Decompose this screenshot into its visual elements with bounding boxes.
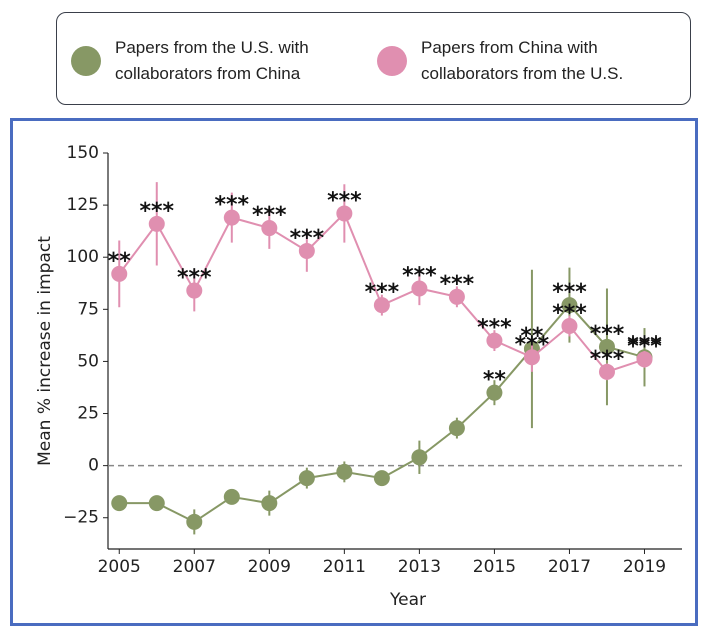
marker <box>148 495 165 512</box>
legend-item: Papers from China with collaborators fro… <box>377 35 661 87</box>
marker <box>111 495 128 512</box>
marker <box>373 297 390 314</box>
x-tick-label: 2009 <box>248 557 291 577</box>
legend-item: Papers from the U.S. with collaborators … <box>71 35 355 87</box>
significance-label: *** <box>252 203 287 228</box>
significance-label: *** <box>290 226 325 251</box>
marker <box>298 470 315 487</box>
y-tick-label: 25 <box>77 404 99 424</box>
x-tick-label: 2019 <box>623 557 666 577</box>
significance-label: *** <box>590 322 625 347</box>
significance-label: *** <box>477 316 512 341</box>
y-tick-label: 100 <box>67 247 99 267</box>
marker <box>448 420 465 437</box>
marker <box>561 297 578 314</box>
significance-label: *** <box>627 332 662 357</box>
significance-label: *** <box>515 332 550 357</box>
marker <box>486 332 503 349</box>
y-axis-label: Mean % increase in impact <box>35 236 55 466</box>
marker <box>223 209 240 226</box>
significance-label: ** <box>108 249 132 274</box>
y-tick-label: 150 <box>67 143 99 163</box>
marker <box>336 205 353 222</box>
marker <box>336 463 353 480</box>
chart-frame <box>10 118 698 626</box>
significance-label: *** <box>402 263 437 288</box>
marker <box>523 349 540 366</box>
marker <box>598 338 615 355</box>
significance-label: *** <box>365 280 400 305</box>
x-tick-label: 2017 <box>548 557 591 577</box>
significance-label: *** <box>440 272 475 297</box>
significance-label: *** <box>327 188 362 213</box>
significance-label: *** <box>590 347 625 372</box>
y-tick-label: 0 <box>88 456 99 476</box>
y-tick-label: 125 <box>67 195 99 215</box>
marker <box>261 495 278 512</box>
legend-marker <box>377 46 407 76</box>
significance-label: *** <box>177 266 212 291</box>
x-tick-label: 2015 <box>473 557 516 577</box>
marker <box>561 317 578 334</box>
marker <box>636 351 653 368</box>
marker <box>186 282 203 299</box>
marker <box>411 280 428 297</box>
significance-label: ** <box>483 368 507 393</box>
x-tick-label: 2011 <box>323 557 366 577</box>
marker <box>448 288 465 305</box>
marker <box>373 470 390 487</box>
marker <box>486 384 503 401</box>
marker <box>261 220 278 237</box>
significance-label: *** <box>215 193 250 218</box>
legend-label: Papers from the U.S. with collaborators … <box>115 38 309 83</box>
significance-label: *** <box>552 280 587 305</box>
y-tick-label: 50 <box>77 351 99 371</box>
marker <box>186 513 203 530</box>
marker <box>298 242 315 259</box>
x-tick-label: 2005 <box>98 557 141 577</box>
significance-label: ** <box>520 324 544 349</box>
x-tick-label: 2013 <box>398 557 441 577</box>
significance-label: *** <box>627 334 662 359</box>
marker <box>411 449 428 466</box>
x-tick-label: 2007 <box>173 557 216 577</box>
legend-marker <box>71 46 101 76</box>
marker <box>598 363 615 380</box>
x-axis-label: Year <box>389 590 426 610</box>
marker <box>223 488 240 505</box>
y-tick-label: 75 <box>77 299 99 319</box>
marker <box>148 215 165 232</box>
y-tick-label: −25 <box>63 508 99 528</box>
significance-label: *** <box>552 301 587 326</box>
legend: Papers from the U.S. with collaborators … <box>56 12 691 105</box>
series-line <box>119 303 645 524</box>
significance-label: *** <box>140 199 175 224</box>
marker <box>111 265 128 282</box>
legend-label: Papers from China with collaborators fro… <box>421 38 624 83</box>
